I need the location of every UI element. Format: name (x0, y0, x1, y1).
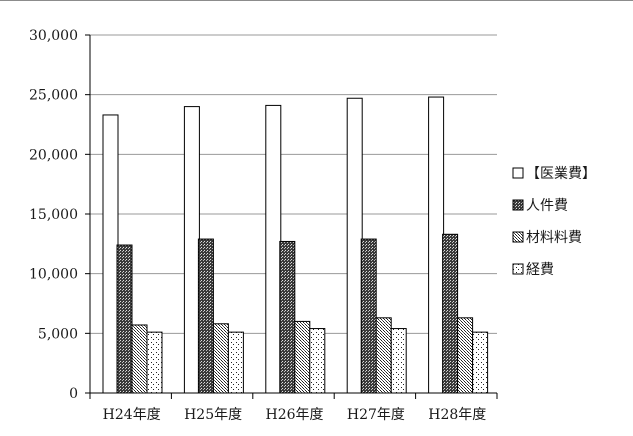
x-category-label: H27年度 (347, 407, 405, 423)
bar-2-2 (197, 238, 214, 394)
legend-swatch (512, 231, 524, 243)
bar-4-2 (227, 331, 244, 394)
x-category-label: H28年度 (428, 407, 486, 423)
bar-4-1 (146, 331, 163, 394)
y-tick-label: 30,000 (29, 28, 78, 44)
bars (102, 96, 489, 394)
bar-2-4 (360, 238, 377, 394)
bar-4-3 (309, 328, 326, 394)
legend-swatch (512, 199, 524, 211)
y-tick-label: 5,000 (38, 326, 78, 342)
y-tick-label: 0 (69, 386, 78, 402)
bar-1-1 (102, 114, 119, 394)
bar-1-2 (183, 106, 200, 394)
y-tick-label: 20,000 (29, 147, 78, 163)
legend-swatch (512, 263, 524, 275)
bar-3-5 (457, 317, 474, 394)
y-axis-tick-labels: 0 5,000 10,000 15,000 20,000 25,000 30,000 (29, 28, 78, 402)
bar-3-2 (212, 323, 229, 394)
bar-1-4 (346, 97, 363, 394)
x-category-label: H24年度 (103, 407, 161, 423)
bar-4-4 (390, 328, 407, 394)
bar-3-4 (375, 317, 392, 394)
bar-1-3 (265, 104, 282, 394)
legend-label: 経費 (526, 262, 554, 278)
bar-1-5 (428, 96, 445, 394)
bar-4-5 (472, 331, 489, 394)
legend-label: 【医業費】 (526, 166, 596, 182)
axes (85, 34, 498, 399)
x-category-label: H26年度 (265, 407, 323, 423)
bar-2-1 (116, 244, 133, 394)
bar-3-1 (131, 324, 148, 394)
legend-swatch (512, 167, 524, 179)
x-axis-category-labels: H24年度 H25年度 H26年度 H27年度 H28年度 (103, 407, 487, 423)
y-tick-label: 10,000 (29, 267, 78, 283)
legend-label: 人件費 (526, 198, 568, 214)
legend-label: 材料料費 (526, 230, 582, 246)
y-tick-label: 25,000 (29, 88, 78, 104)
bar-2-5 (442, 233, 459, 394)
y-tick-label: 15,000 (29, 207, 78, 223)
x-category-label: H25年度 (184, 407, 242, 423)
bar-2-3 (279, 240, 296, 394)
bar-3-3 (294, 320, 311, 394)
